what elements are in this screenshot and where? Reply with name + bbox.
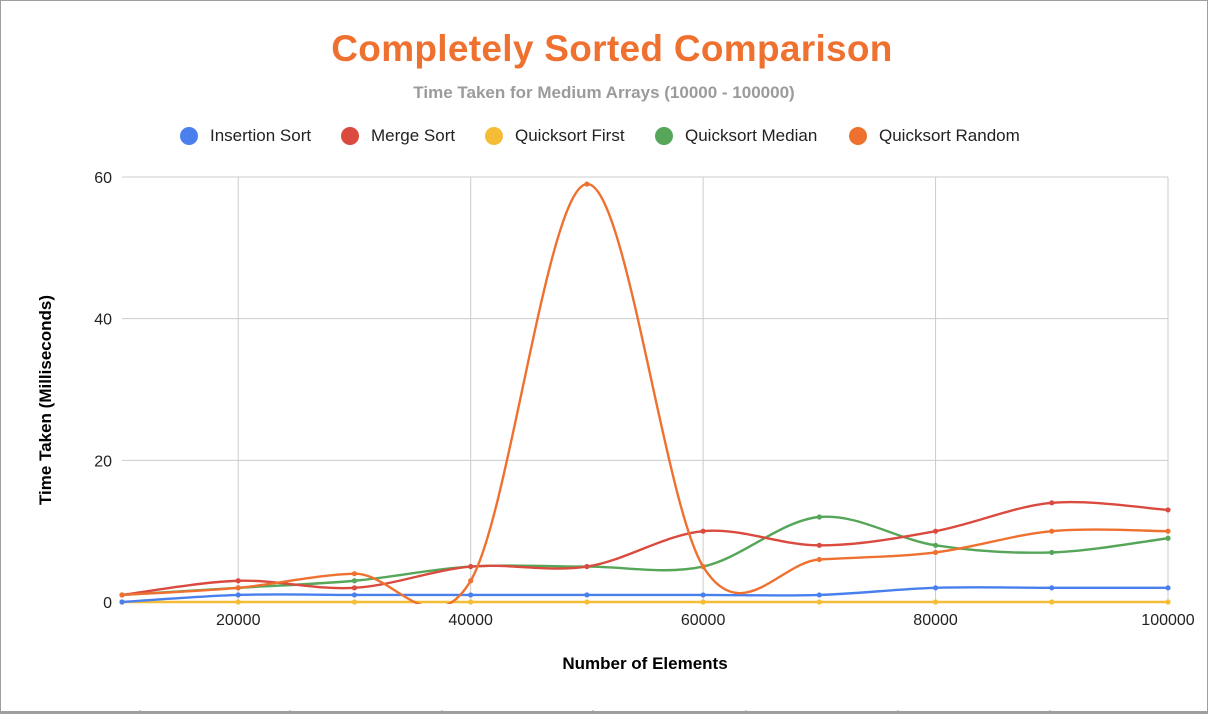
data-point: [468, 592, 474, 598]
data-point: [351, 592, 358, 598]
legend-label: Insertion Sort: [210, 126, 312, 145]
data-point: [816, 556, 822, 563]
legend-marker: [849, 127, 867, 145]
series-line-insertion-sort: [122, 586, 1168, 604]
legend-marker: [655, 127, 673, 145]
data-point: [700, 599, 706, 605]
legend-item: Quicksort Median: [655, 124, 817, 148]
data-point: [1165, 585, 1171, 591]
data-point: [468, 578, 474, 584]
data-point: [351, 578, 358, 584]
data-point: [1165, 535, 1171, 541]
chart-title: Completely Sorted Comparison: [331, 28, 893, 69]
data-point: [932, 585, 939, 591]
y-tick-label: 40: [94, 312, 112, 329]
legend-item: Quicksort First: [485, 124, 625, 148]
data-point: [932, 528, 939, 534]
data-point: [1049, 500, 1055, 506]
data-point: [1049, 599, 1055, 605]
data-point: [932, 599, 939, 605]
data-point: [119, 599, 125, 605]
data-point: [932, 542, 939, 548]
data-point: [468, 563, 474, 570]
data-point: [700, 563, 706, 570]
y-tick-label: 0: [103, 595, 112, 612]
data-point: [584, 563, 590, 570]
legend-label: Merge Sort: [371, 126, 456, 145]
data-point: [235, 599, 241, 605]
x-tick-label: 20000: [216, 612, 261, 629]
legend-item: Insertion Sort: [180, 124, 311, 148]
data-point: [816, 542, 822, 548]
data-point: [235, 578, 241, 584]
x-tick-label: 40000: [448, 612, 493, 629]
data-point: [1049, 549, 1055, 556]
x-axis-label: Number of Elements: [562, 654, 728, 673]
legend-item: Merge Sort: [341, 124, 455, 148]
data-point: [700, 528, 706, 534]
y-tick-label: 60: [94, 170, 112, 187]
x-tick-label: 100000: [1141, 612, 1194, 629]
data-point: [584, 599, 590, 605]
data-point: [932, 549, 939, 556]
data-point: [1165, 599, 1171, 605]
legend-item: Quicksort Random: [849, 124, 1020, 148]
data-point: [816, 592, 822, 598]
data-point: [816, 599, 822, 605]
data-point: [584, 592, 590, 598]
x-tick-label: 60000: [681, 612, 726, 629]
data-point: [1165, 528, 1171, 534]
series-line-quicksort-random: [122, 182, 1169, 604]
x-tick-label: 80000: [913, 612, 958, 629]
data-point: [584, 181, 590, 187]
data-point: [351, 599, 358, 605]
data-point: [700, 592, 706, 598]
data-point: [1165, 507, 1171, 513]
legend-marker: [485, 127, 503, 145]
legend-marker: [341, 127, 359, 145]
y-tick-label: 20: [94, 453, 112, 470]
chart-legend: Insertion Sort Merge Sort Quicksort First Q…: [0, 124, 1208, 148]
data-point: [235, 592, 241, 598]
data-point: [119, 592, 125, 598]
series-line-merge-sort: [122, 500, 1169, 597]
chart-subtitle: Time Taken for Medium Arrays (10000 - 10…: [413, 83, 795, 102]
data-point: [1049, 585, 1055, 591]
data-point: [816, 514, 822, 520]
data-point: [235, 585, 241, 591]
legend-label: Quicksort First: [515, 126, 625, 145]
data-point: [1049, 528, 1055, 534]
data-point: [351, 571, 358, 577]
legend-marker: [180, 127, 198, 145]
legend-label: Quicksort Random: [879, 126, 1020, 145]
legend-label: Quicksort Median: [685, 126, 818, 145]
data-point: [351, 585, 358, 591]
data-point: [468, 599, 474, 605]
